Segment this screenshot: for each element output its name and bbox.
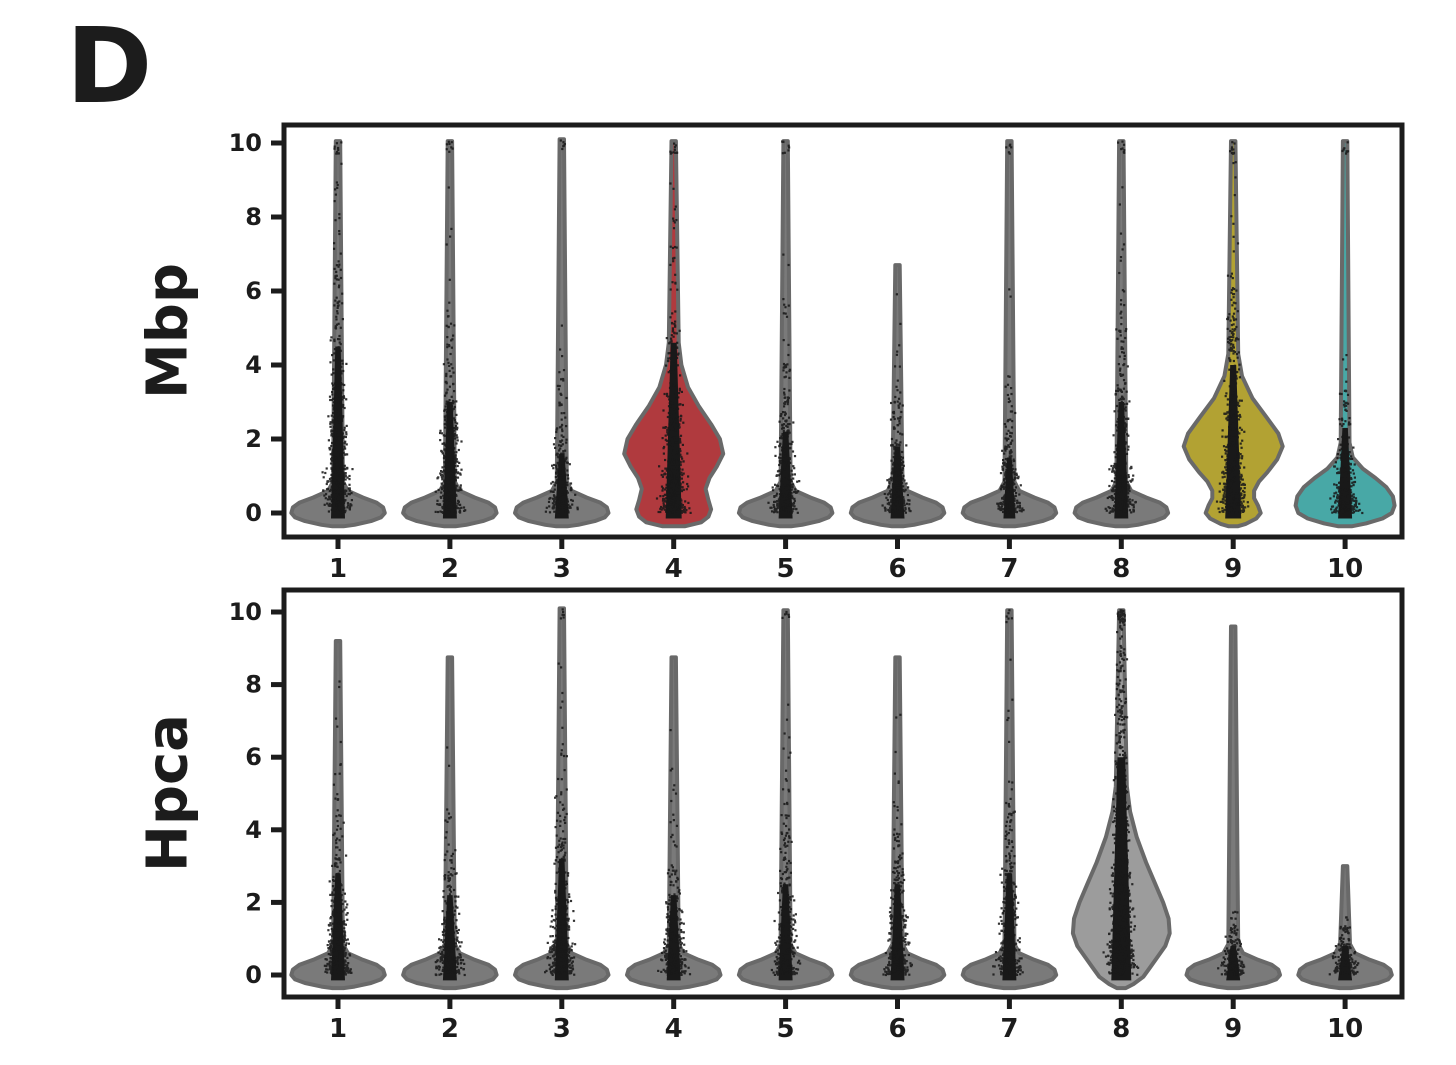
violin-cluster-2 xyxy=(401,139,499,529)
x-tick-label: 2 xyxy=(441,1014,459,1044)
y-tick-label: 8 xyxy=(245,671,262,699)
violin-cluster-8 xyxy=(1072,139,1171,529)
scatter-points xyxy=(992,609,1024,977)
x-tick-label: 8 xyxy=(1112,1014,1130,1044)
x-tick-label: 10 xyxy=(1327,554,1363,584)
scatter-points xyxy=(655,142,692,514)
violin-cluster-7 xyxy=(960,139,1059,529)
panel-label: D xyxy=(66,5,153,127)
x-tick-label: 7 xyxy=(1000,1014,1018,1044)
y-tick-label: 4 xyxy=(245,816,262,844)
y-tick-label: 2 xyxy=(245,888,262,916)
y-tick-label: 10 xyxy=(229,598,262,626)
x-tick-label: 9 xyxy=(1224,554,1242,584)
scatter-points xyxy=(1328,916,1360,976)
scatter-points xyxy=(1104,140,1137,515)
violin-cluster-6 xyxy=(848,263,947,529)
x-tick-label: 7 xyxy=(1000,554,1018,584)
scatter-points xyxy=(1217,910,1246,977)
y-tick-label: 0 xyxy=(245,499,262,527)
violin-cluster-3 xyxy=(513,606,611,991)
plot-frame xyxy=(281,122,1405,540)
violin-cluster-6 xyxy=(848,655,947,991)
scatter-points xyxy=(323,680,353,977)
x-tick-label: 10 xyxy=(1327,1014,1363,1044)
violin-cluster-5 xyxy=(736,139,835,529)
scatter-points xyxy=(996,143,1025,514)
x-tick-label: 1 xyxy=(329,554,347,584)
scatter-points xyxy=(1102,609,1140,976)
scatter-points xyxy=(657,729,692,976)
violin-cluster-5 xyxy=(736,608,835,991)
violin-cluster-1 xyxy=(289,139,387,529)
scatter-points xyxy=(881,293,912,515)
x-tick-label: 6 xyxy=(888,1014,906,1044)
violin-cluster-1 xyxy=(289,639,387,991)
x-tick-label: 1 xyxy=(329,1014,347,1044)
scatter-points xyxy=(1215,141,1250,515)
x-tick-label: 4 xyxy=(665,1014,683,1044)
x-tick-label: 3 xyxy=(553,1014,571,1044)
y-tick-label: 0 xyxy=(245,961,262,989)
violin-cluster-9 xyxy=(1184,624,1282,991)
x-tick-label: 8 xyxy=(1112,554,1130,584)
x-tick-label: 5 xyxy=(777,554,795,584)
y-tick-label: 6 xyxy=(245,743,262,771)
violin-cluster-4 xyxy=(625,655,723,991)
x-tick-label: 6 xyxy=(888,554,906,584)
y-tick-label: 10 xyxy=(229,129,262,157)
x-tick-label: 5 xyxy=(777,1014,795,1044)
violin-cluster-3 xyxy=(513,137,611,529)
x-tick-label: 9 xyxy=(1224,1014,1242,1044)
violin-cluster-2 xyxy=(401,655,499,991)
scatter-points xyxy=(770,610,802,977)
scatter-points xyxy=(1329,141,1364,515)
x-tick-label: 4 xyxy=(665,554,683,584)
x-tick-label: 2 xyxy=(441,554,459,584)
x-tick-label: 3 xyxy=(553,554,571,584)
violin-cluster-7 xyxy=(960,608,1059,991)
scatter-points xyxy=(434,746,466,977)
scatter-points xyxy=(767,140,801,514)
y-tick-label: 4 xyxy=(245,351,262,379)
scatter-points xyxy=(544,139,579,514)
scatter-points xyxy=(882,713,913,977)
plot-frame xyxy=(281,587,1405,1000)
violin-cluster-10 xyxy=(1293,139,1397,529)
scatter-points xyxy=(321,141,354,515)
y-tick-label: 8 xyxy=(245,203,262,231)
scatter-points xyxy=(434,140,467,514)
y-tick-label: 6 xyxy=(245,277,262,305)
scatter-points xyxy=(544,608,577,976)
y-tick-label: 2 xyxy=(245,425,262,453)
